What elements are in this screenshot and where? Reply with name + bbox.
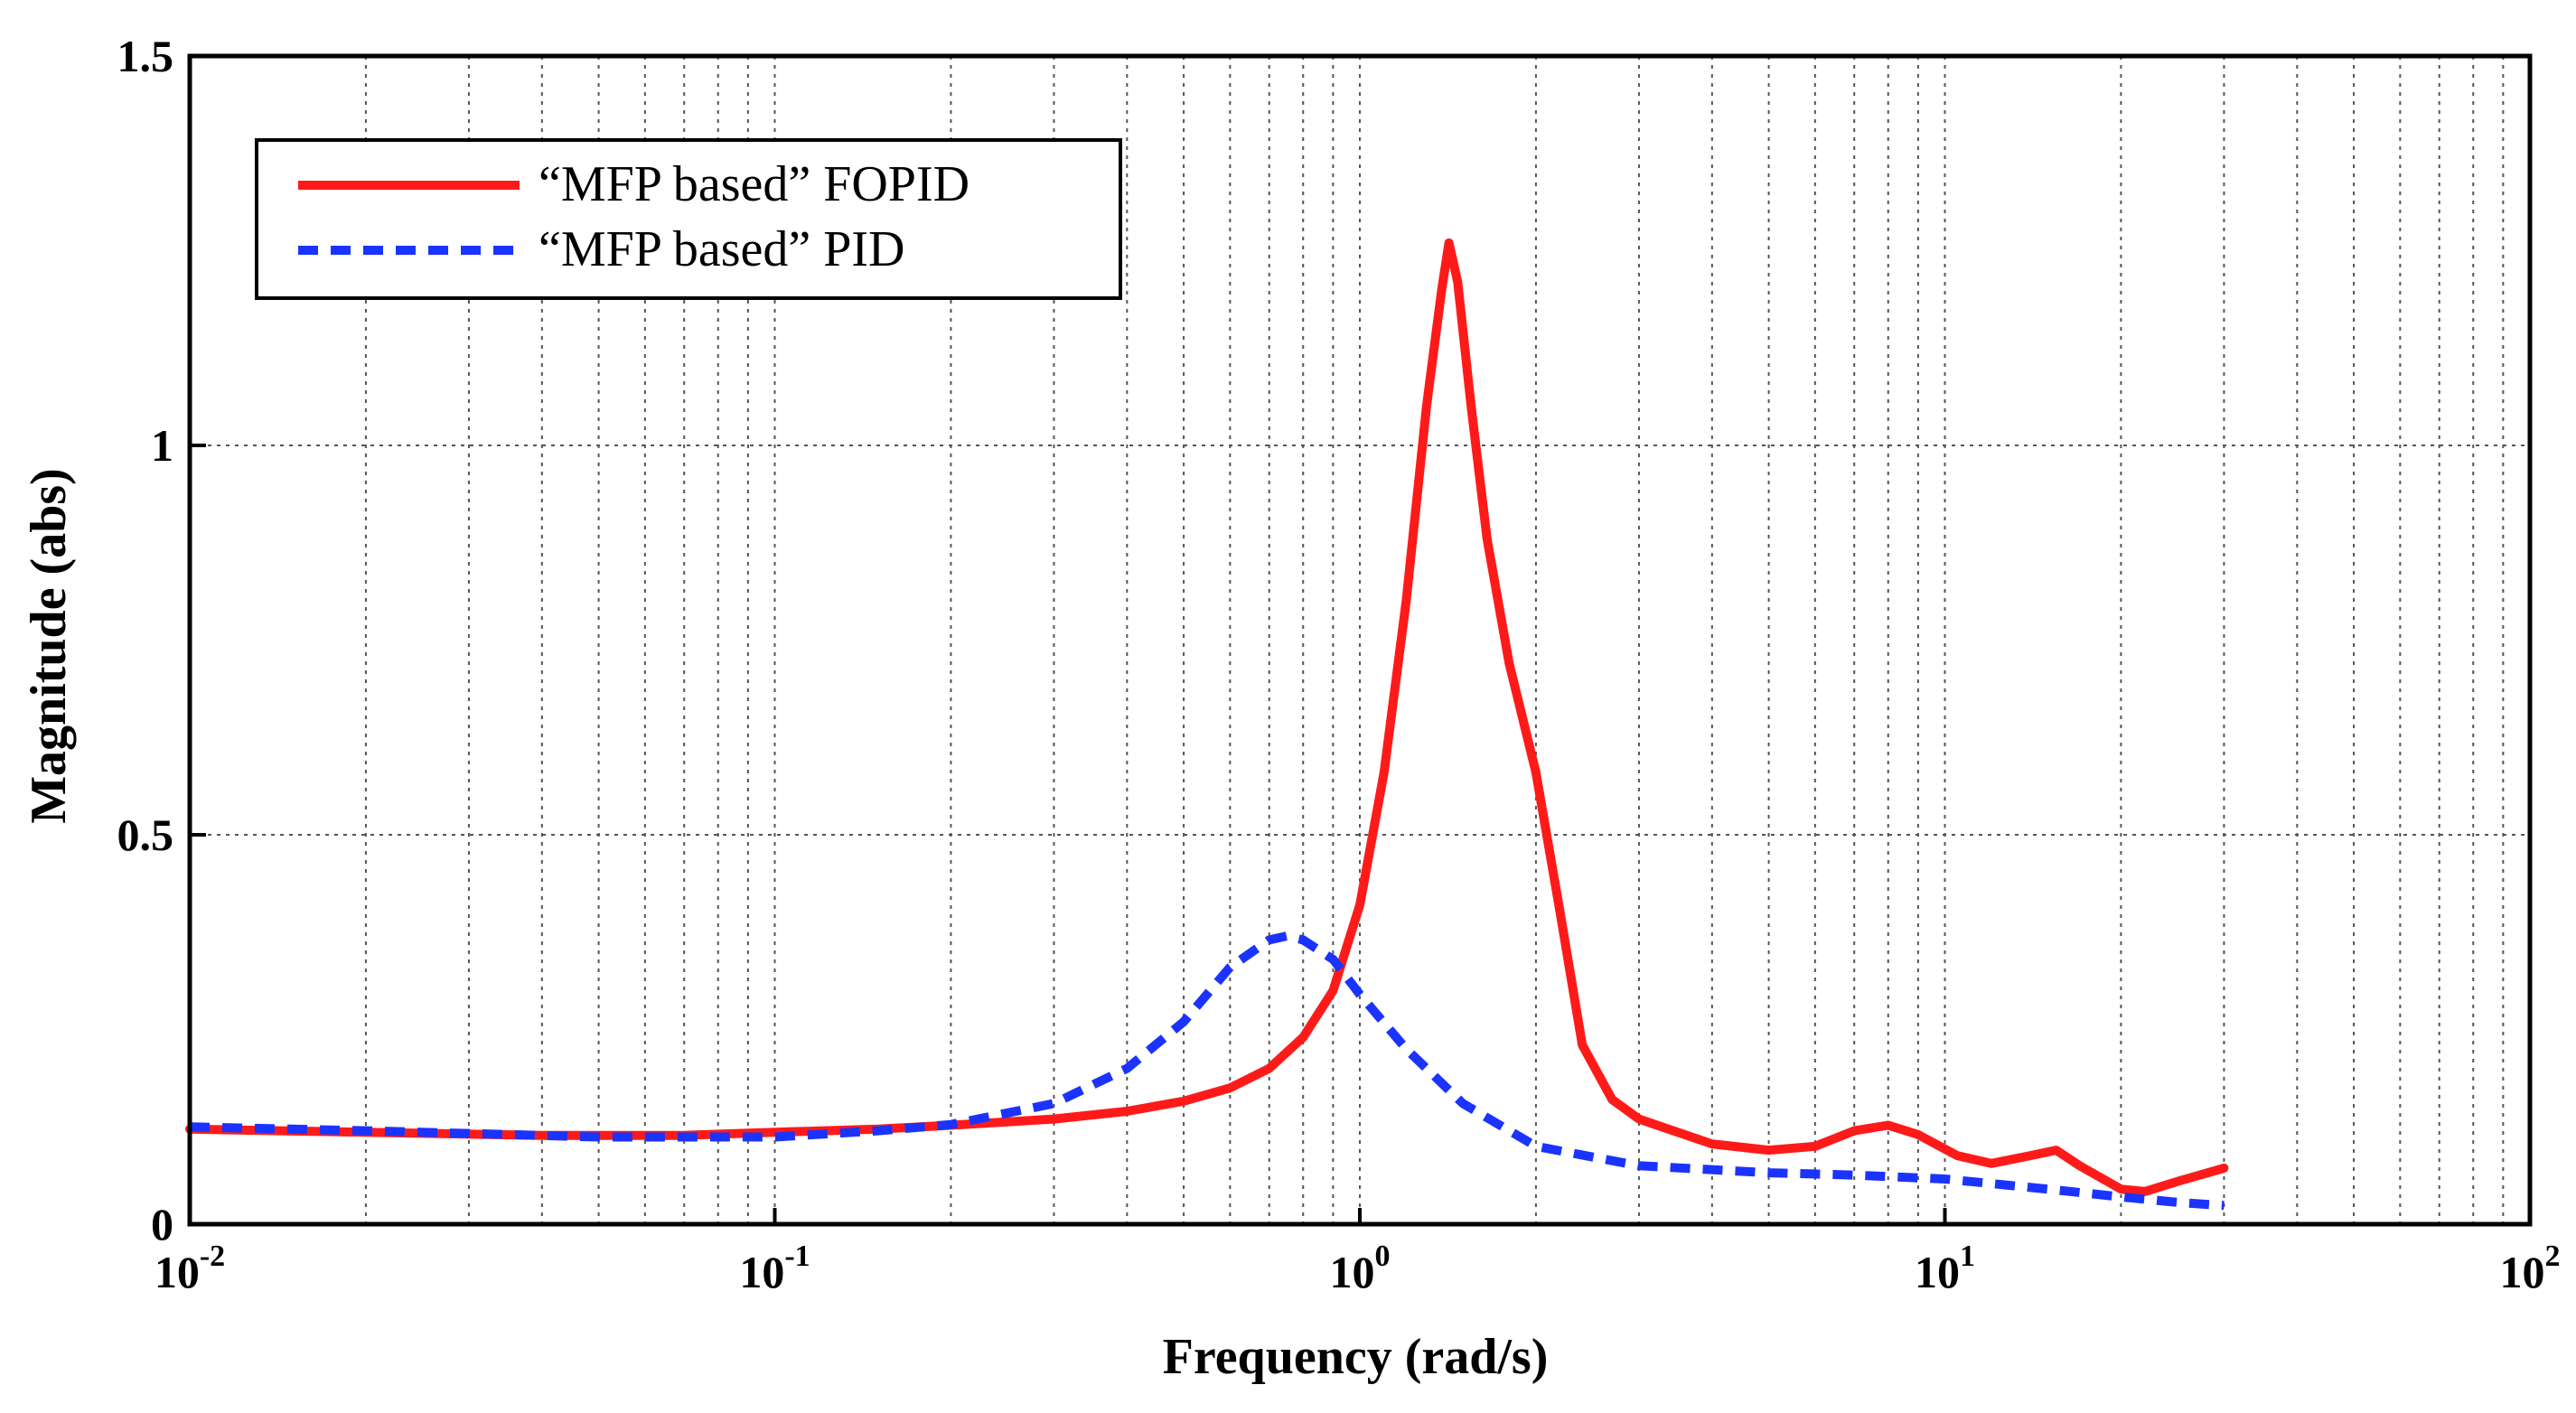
x-tick-label: 10-1 — [739, 1240, 810, 1297]
x-tick-label: 101 — [1915, 1240, 1975, 1297]
y-axis-title: Magnitude (abs) — [21, 468, 77, 824]
legend: “MFP based” FOPID “MFP based” PID — [255, 138, 1122, 300]
y-tick-label: 0.5 — [117, 809, 174, 860]
legend-box — [255, 138, 1122, 300]
x-axis-title: Frequency (rad/s) — [1163, 1329, 1549, 1385]
axis-ticks: 10-2 10-1 100 101 102 0 0.5 1 1.5 — [117, 31, 2561, 1297]
series-line-fopid — [185, 238, 2229, 1196]
x-tick-label: 10-2 — [155, 1240, 225, 1297]
x-tick-label: 102 — [2500, 1240, 2561, 1297]
series-layer — [185, 238, 2229, 1211]
legend-label-fopid: “MFP based” FOPID — [539, 156, 970, 212]
legend-label-pid: “MFP based” PID — [539, 221, 904, 277]
y-tick-label: 0 — [151, 1199, 173, 1249]
y-tick-label: 1.5 — [117, 31, 174, 81]
grid — [190, 56, 2530, 1224]
x-tick-label: 100 — [1330, 1240, 1391, 1297]
series-line-pid — [189, 931, 2225, 1211]
y-tick-label: 1 — [151, 420, 173, 471]
